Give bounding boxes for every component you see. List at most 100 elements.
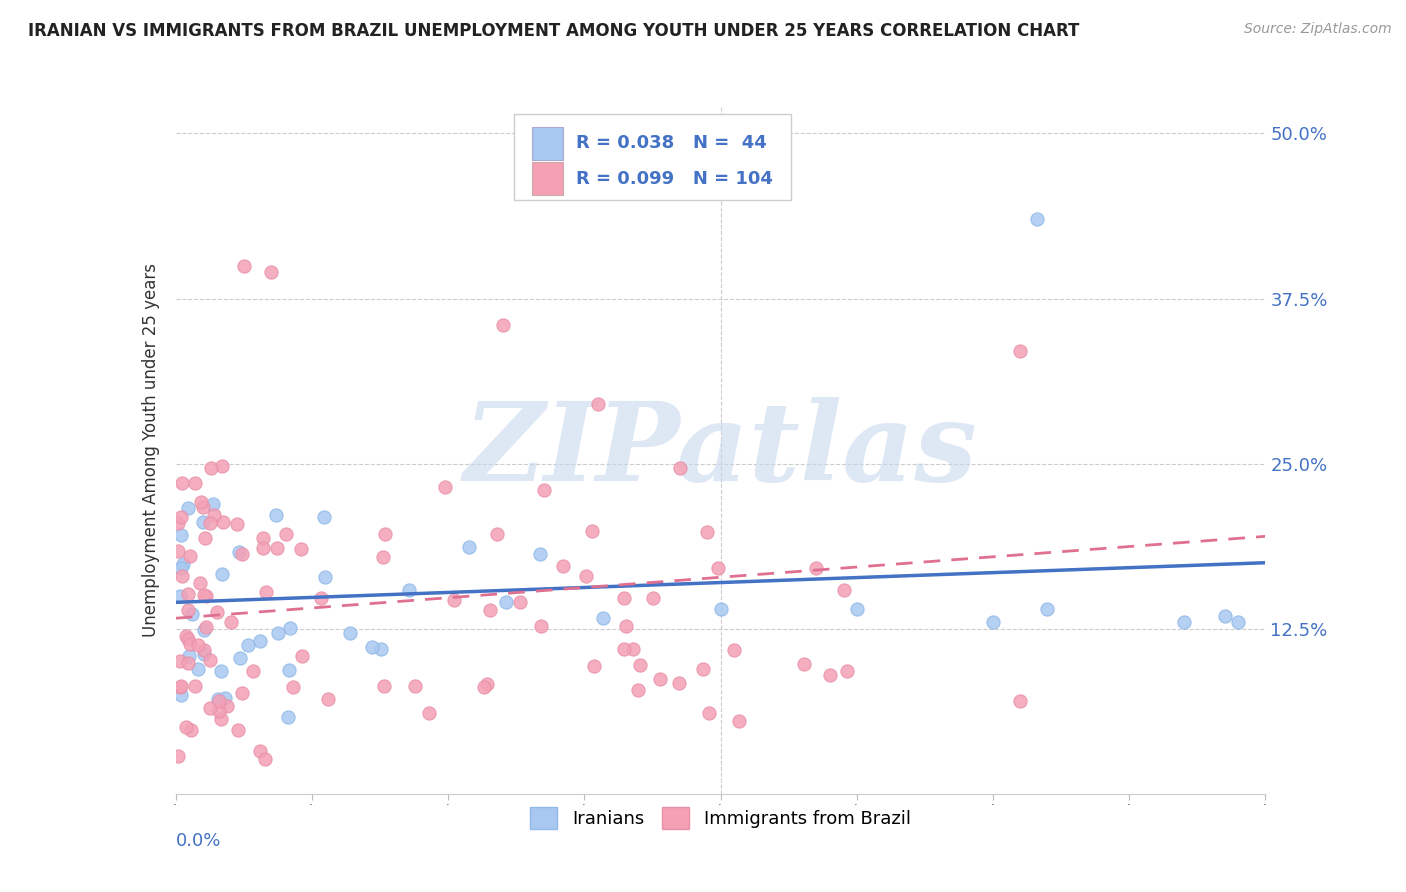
Point (509, 595, 531, 609)
Point (696, 524, 718, 539)
Point (339, 625, 361, 640)
Point (169, 654, 191, 668)
Point (194, 531, 217, 545)
Point (252, 541, 274, 555)
Point (193, 643, 215, 657)
Point (254, 751, 277, 765)
Point (398, 583, 420, 598)
Text: R = 0.099   N = 104: R = 0.099 N = 104 (575, 169, 772, 187)
Point (174, 720, 197, 734)
Point (184, 475, 207, 490)
Point (170, 689, 193, 703)
Point (648, 673, 671, 687)
Bar (531, 162, 562, 195)
Point (202, 508, 225, 523)
Point (360, 640, 382, 654)
Point (252, 531, 274, 545)
Point (249, 744, 271, 758)
Point (177, 587, 200, 601)
Point (592, 611, 614, 625)
Point (707, 561, 730, 575)
Point (374, 527, 396, 541)
Point (190, 495, 212, 509)
Point (316, 692, 339, 706)
Point (845, 602, 868, 616)
Point (692, 663, 714, 677)
Point (628, 658, 651, 673)
Point (170, 569, 193, 583)
Point (837, 665, 859, 679)
Point (180, 607, 202, 621)
Point (179, 649, 201, 664)
Point (209, 664, 232, 678)
Point (177, 657, 200, 671)
Point (1173, 615, 1195, 630)
Point (212, 516, 235, 530)
Point (249, 634, 271, 648)
Point (211, 567, 233, 582)
Point (290, 542, 312, 557)
Point (621, 641, 644, 656)
Point (818, 668, 841, 682)
Point (198, 516, 221, 531)
Point (613, 591, 636, 605)
Point (291, 649, 314, 664)
Point (198, 701, 221, 715)
Point (169, 589, 191, 603)
Point (231, 547, 253, 561)
Point (193, 588, 215, 602)
Point (172, 557, 194, 571)
Point (613, 642, 636, 657)
Point (723, 642, 745, 657)
Point (167, 516, 190, 530)
Point (371, 549, 394, 564)
Point (793, 657, 815, 671)
Text: IRANIAN VS IMMIGRANTS FROM BRAZIL UNEMPLOYMENT AMONG YOUTH UNDER 25 YEARS CORREL: IRANIAN VS IMMIGRANTS FROM BRAZIL UNEMPL… (28, 22, 1080, 40)
Point (170, 679, 193, 693)
Point (832, 583, 855, 598)
Point (169, 561, 191, 575)
Point (276, 527, 298, 541)
Text: ZIPatlas: ZIPatlas (464, 397, 977, 504)
Point (167, 748, 190, 763)
Point (404, 679, 426, 693)
Point (697, 706, 720, 720)
Point (193, 624, 215, 638)
Point (205, 606, 228, 620)
Point (200, 460, 222, 475)
Point (179, 549, 201, 563)
Point (254, 584, 277, 599)
Point (281, 680, 304, 694)
Point (1227, 615, 1250, 630)
Point (478, 602, 501, 616)
Point (582, 658, 605, 673)
Point (668, 676, 690, 690)
Point (806, 561, 828, 575)
Point (1036, 602, 1059, 616)
Point (174, 629, 197, 643)
Point (177, 632, 200, 647)
Point (215, 699, 238, 714)
Point (586, 397, 609, 411)
Point (211, 458, 233, 473)
Point (529, 547, 551, 561)
Point (641, 591, 664, 605)
Point (201, 497, 224, 511)
Point (314, 570, 336, 584)
Point (277, 709, 299, 723)
Point (669, 460, 692, 475)
Point (208, 694, 231, 708)
Point (614, 619, 637, 633)
Point (177, 501, 200, 516)
Y-axis label: Unemployment Among Youth under 25 years: Unemployment Among Youth under 25 years (142, 263, 160, 638)
Point (1010, 344, 1032, 359)
Point (581, 524, 603, 538)
Point (198, 652, 221, 666)
Point (458, 540, 481, 554)
Point (228, 545, 250, 559)
Point (727, 714, 749, 728)
Point (179, 637, 201, 651)
Point (627, 682, 650, 697)
Point (195, 620, 218, 634)
Point (177, 603, 200, 617)
